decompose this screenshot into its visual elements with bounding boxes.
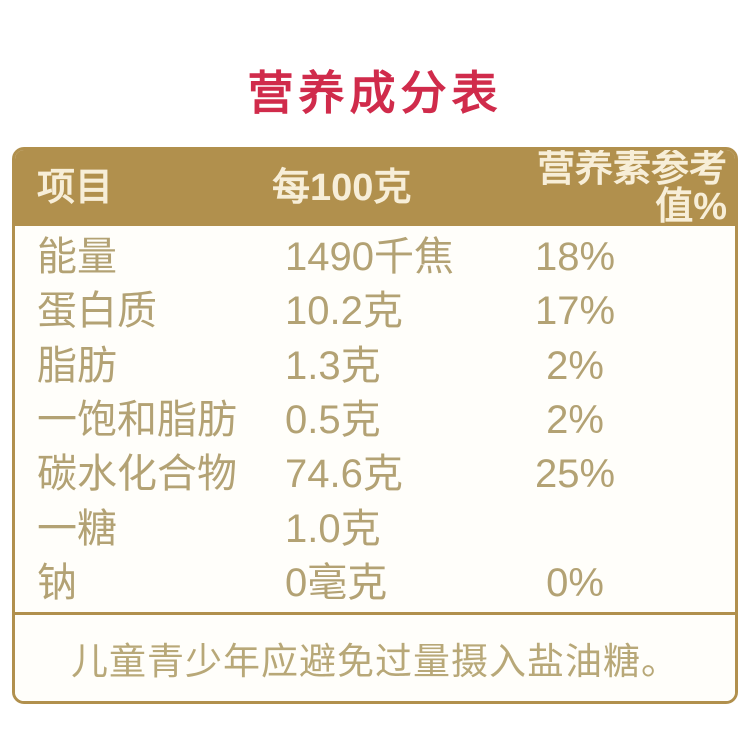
table-row: 能量 1490千焦 18%: [15, 230, 735, 284]
column-header-nrv: 营养素参考值%: [536, 148, 727, 228]
table-row: 碳水化合物 74.6克 25%: [15, 447, 735, 501]
table-row: 钠 0毫克 0%: [15, 556, 735, 610]
row-item-name: 蛋白质: [37, 289, 157, 334]
row-item-name: 碳水化合物: [37, 452, 237, 497]
row-nrv-value: 2%: [546, 397, 604, 442]
column-header-item: 项目: [37, 167, 114, 209]
row-nrv-value: 0%: [546, 560, 604, 605]
row-item-name: 能量: [37, 235, 117, 280]
table-row: 一糖 1.0克: [15, 501, 735, 555]
row-per-100g-value: 1.3克: [285, 343, 381, 388]
row-per-100g-value: 10.2克: [285, 289, 403, 334]
row-per-100g-value: 74.6克: [285, 452, 403, 497]
row-nrv-value: 18%: [534, 235, 616, 280]
row-nrv-value: 17%: [534, 289, 616, 334]
table-body: 能量 1490千焦 18% 蛋白质 10.2克 17% 脂肪 1.3克 2% 一…: [15, 226, 735, 612]
row-per-100g-value: 1490千焦: [285, 235, 454, 280]
row-nrv-value: 2%: [546, 343, 604, 388]
table-row: 脂肪 1.3克 2%: [15, 339, 735, 393]
row-item-name: 钠: [37, 560, 77, 605]
row-item-name: 一饱和脂肪: [37, 397, 237, 442]
row-per-100g-value: 1.0克: [285, 506, 381, 551]
page-title: 营养成分表: [247, 67, 503, 119]
row-item-name: 脂肪: [37, 343, 117, 388]
footer-note: 儿童青少年应避免过量摄入盐油糖。: [15, 612, 735, 701]
table-header-row: 项目 每100克 营养素参考值%: [15, 150, 735, 226]
row-per-100g-value: 0.5克: [285, 397, 381, 442]
column-header-per-100g: 每100克: [272, 167, 412, 209]
table-row: 蛋白质 10.2克 17%: [15, 284, 735, 338]
row-item-name: 一糖: [37, 506, 117, 551]
nutrition-facts-table: 项目 每100克 营养素参考值% 能量 1490千焦 18% 蛋白质 10.2克…: [12, 147, 738, 704]
row-nrv-value: 25%: [534, 452, 616, 497]
row-per-100g-value: 0毫克: [285, 560, 388, 605]
table-row: 一饱和脂肪 0.5克 2%: [15, 393, 735, 447]
